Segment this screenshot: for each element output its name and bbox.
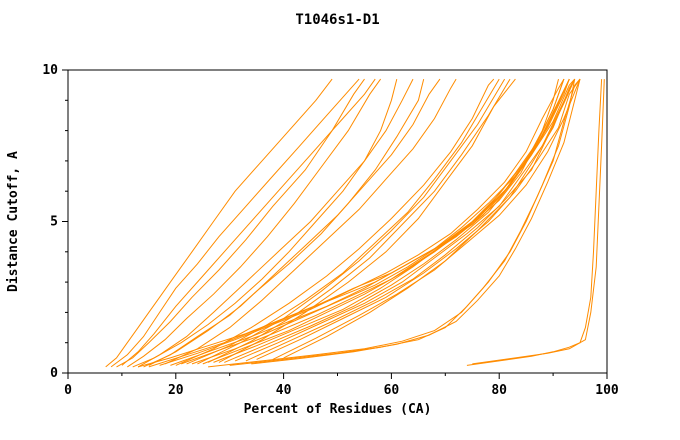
model-curve [466,79,603,366]
x-tick-label: 40 [276,383,292,398]
model-curve [208,78,581,368]
model-curve [127,78,382,368]
y-axis-label: Distance Cutoff, A [6,151,21,292]
model-curve [283,78,576,359]
model-curve [110,78,360,368]
model-curve [132,78,398,368]
model-curve [229,79,576,366]
y-tick-label: 5 [50,215,58,230]
model-curve [116,78,365,368]
x-tick-label: 80 [491,383,507,398]
model-curve [234,78,576,362]
model-curve [164,78,457,365]
model-curve [159,78,565,366]
x-axis-label: Percent of Residues (CA) [243,402,432,417]
model-curve [224,78,576,363]
model-curve [105,78,333,368]
model-curve [121,78,376,366]
model-curve [175,78,495,366]
model-curve [272,78,581,360]
model-curve [143,78,425,368]
model-curve [472,79,605,365]
model-curve [197,78,506,365]
x-tick-label: 0 [64,383,72,398]
model-curve [137,78,414,368]
model-curve [170,78,570,366]
model-curve [148,78,441,366]
model-curve [245,78,576,362]
x-tick-label: 20 [168,383,184,398]
model-curve [202,78,565,365]
model-curve [251,78,581,365]
model-curve [213,78,570,363]
model-curve [181,78,570,365]
x-tick-label: 100 [595,383,619,398]
y-tick-label: 0 [50,366,58,381]
chart-title: T1046s1-D1 [295,12,380,28]
model-curve [191,78,570,365]
y-tick-label: 10 [42,63,58,78]
model-curve [148,78,565,368]
x-tick-label: 60 [384,383,400,398]
